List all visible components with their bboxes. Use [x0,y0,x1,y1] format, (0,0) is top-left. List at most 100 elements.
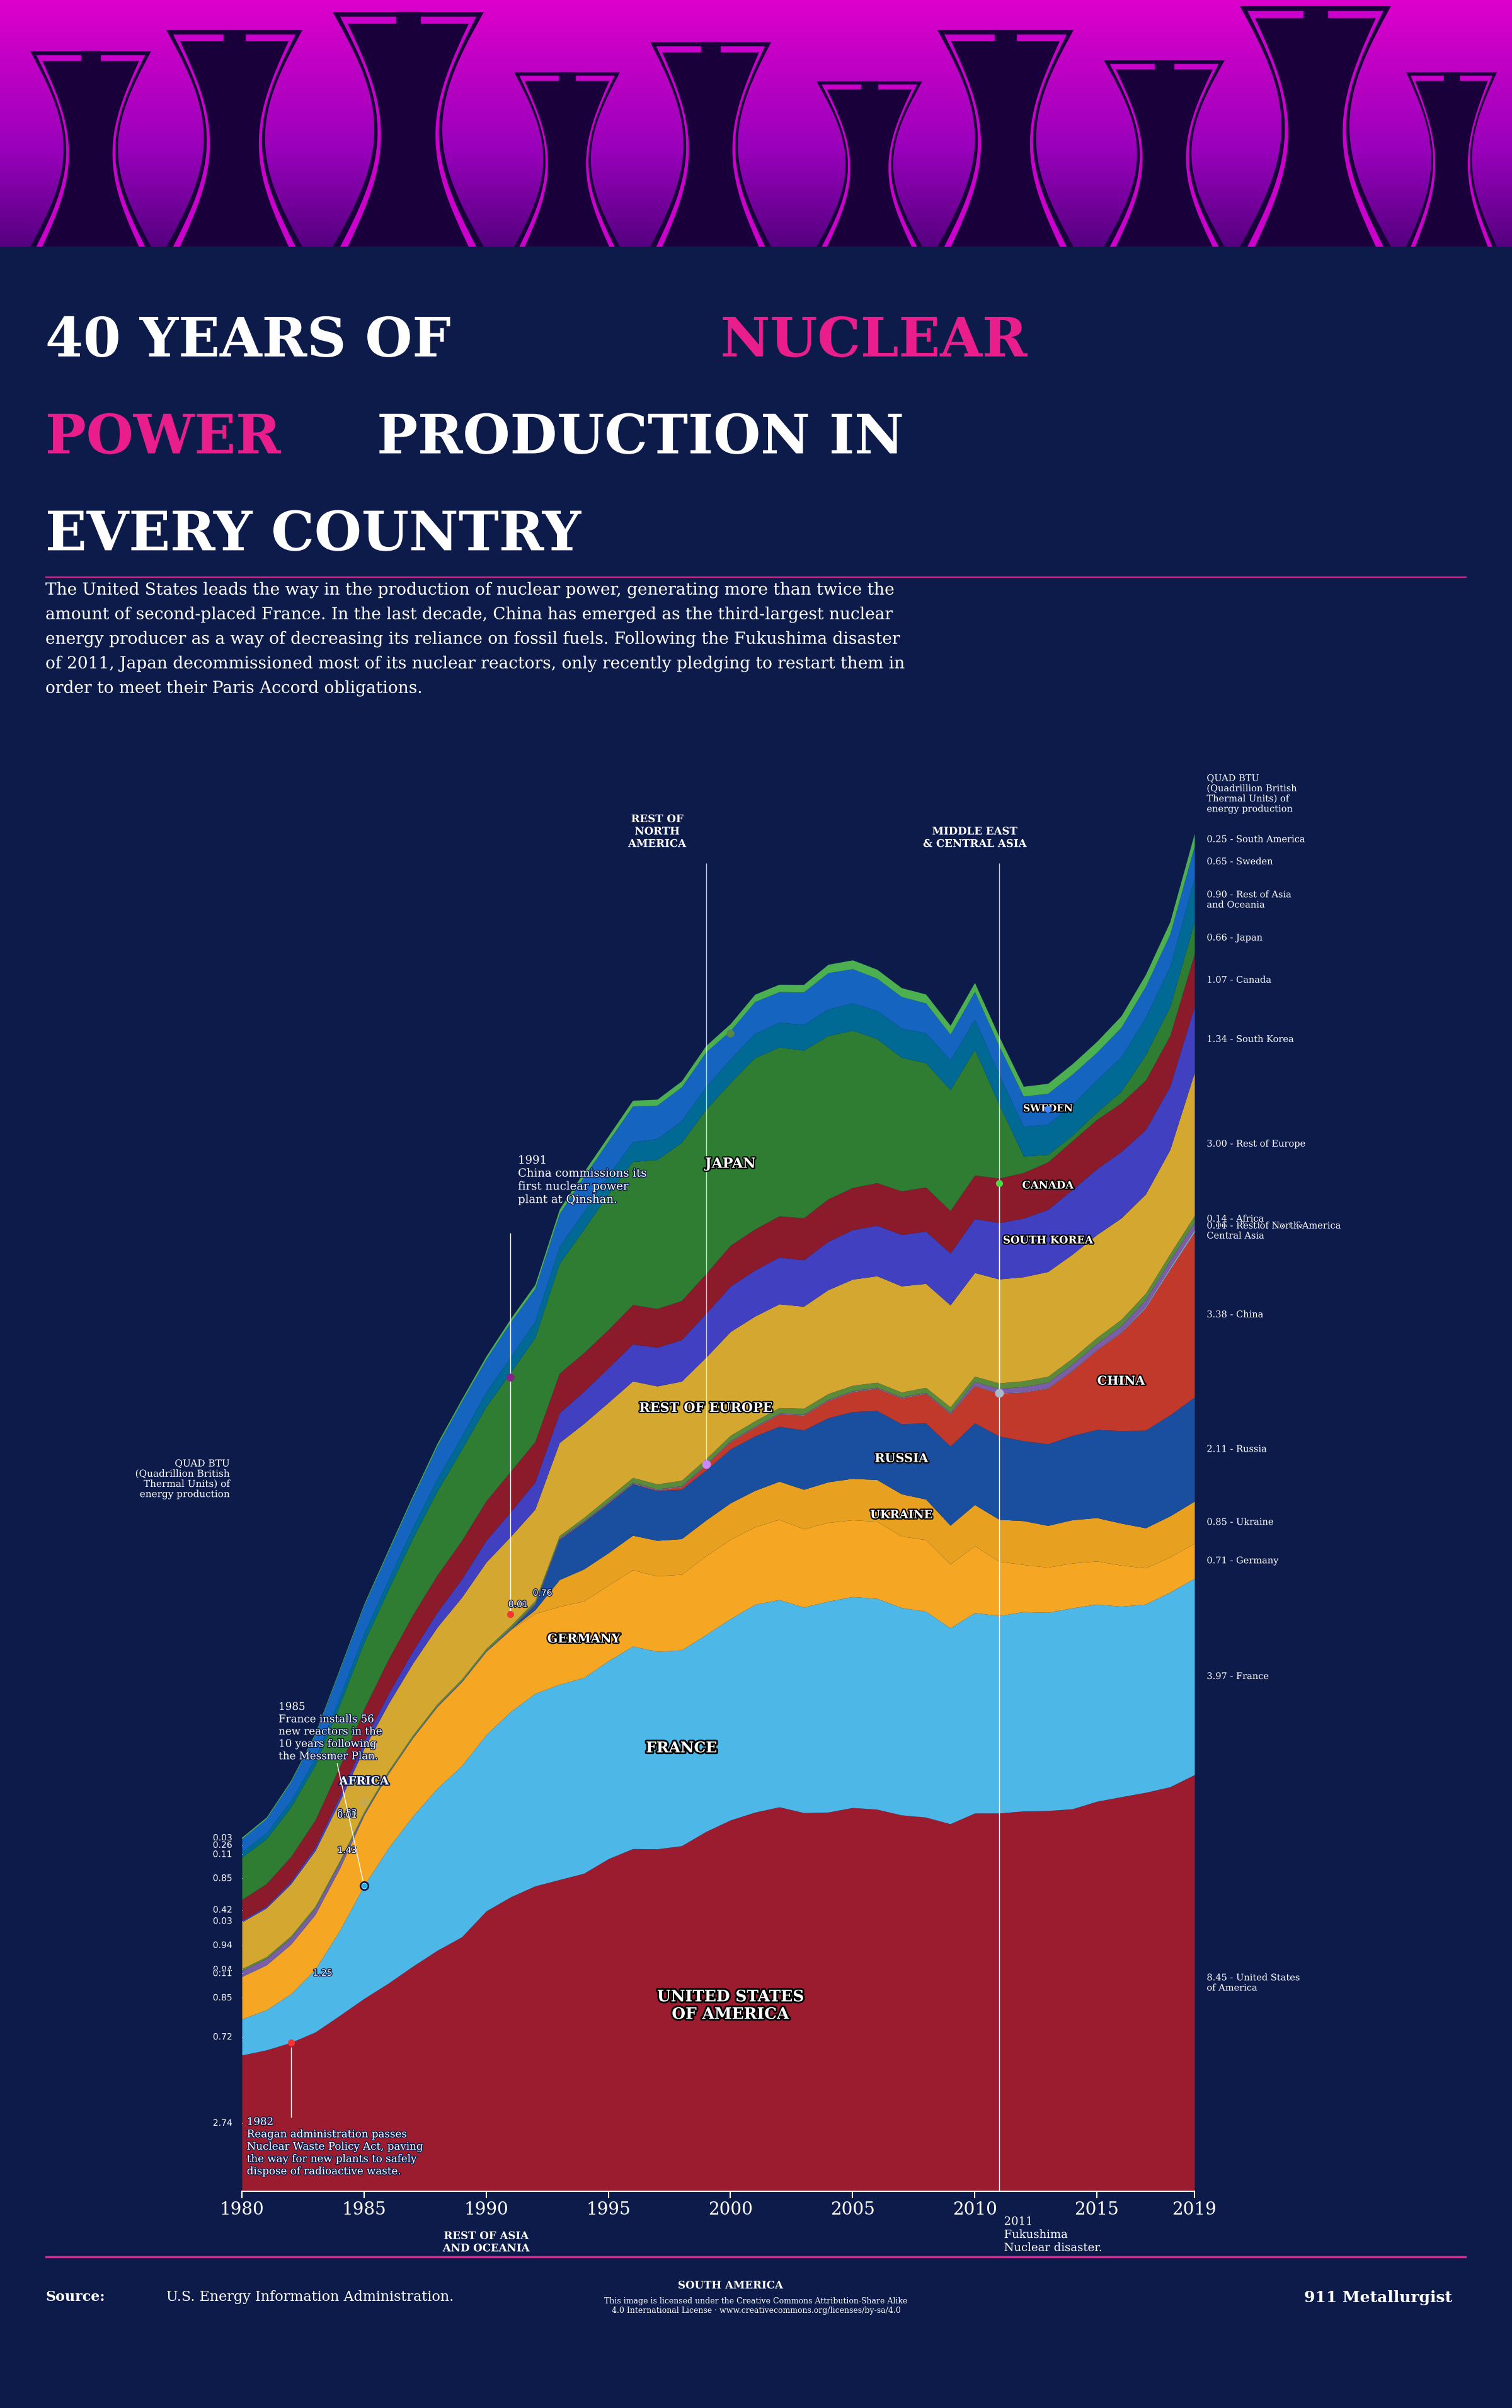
Text: 0.03: 0.03 [213,1917,233,1926]
Text: U.S. Energy Information Administration.: U.S. Energy Information Administration. [166,2290,454,2304]
Text: REST OF
NORTH
AMERICA: REST OF NORTH AMERICA [627,814,686,850]
Text: 2011
Fukushima
Nuclear disaster.: 2011 Fukushima Nuclear disaster. [1004,2215,1102,2254]
Text: 0.14 - Africa: 0.14 - Africa [1207,1214,1264,1223]
Text: FRANCE: FRANCE [646,1741,717,1755]
Polygon shape [1116,70,1213,246]
Text: 0.01: 0.01 [508,1599,528,1609]
Text: QUAD BTU
(Quadrillion British
Thermal Units) of
energy production: QUAD BTU (Quadrillion British Thermal Un… [1207,773,1297,814]
Text: RUSSIA: RUSSIA [874,1454,928,1464]
Polygon shape [1240,5,1391,246]
Text: 0.72: 0.72 [213,2032,233,2042]
Text: 0.42: 0.42 [213,1905,233,1914]
Polygon shape [1247,10,1383,246]
Text: 1.25: 1.25 [313,1970,333,1977]
Bar [0,246,1512,301]
Text: POWER: POWER [45,412,281,465]
Polygon shape [333,12,484,246]
Text: 1.34 - South Korea: 1.34 - South Korea [1207,1035,1294,1045]
Text: Source:: Source: [45,2290,104,2304]
Text: 0.11: 0.11 [213,1849,233,1859]
Polygon shape [951,41,1060,246]
Text: 1991
China commissions its
first nuclear power
plant at Qinshan.: 1991 China commissions its first nuclear… [519,1156,647,1206]
Bar [396,12,420,58]
Polygon shape [1255,17,1376,246]
Text: 0.01: 0.01 [337,1811,357,1820]
Text: 3.00 - Rest of Europe: 3.00 - Rest of Europe [1207,1139,1306,1149]
Bar [224,29,245,72]
Text: 0.65 - Sweden: 0.65 - Sweden [1207,857,1273,867]
Polygon shape [340,17,476,246]
Polygon shape [816,82,922,246]
Text: 0.94: 0.94 [213,1941,233,1950]
Text: 1982
Reagan administration passes
Nuclear Waste Policy Act, paving
the way for n: 1982 Reagan administration passes Nuclea… [246,2117,422,2177]
Text: 1.43: 1.43 [337,1847,357,1854]
Text: 0.90 - Rest of Asia
and Oceania: 0.90 - Rest of Asia and Oceania [1207,891,1291,910]
Polygon shape [1110,65,1219,246]
Text: 0.85 - Ukraine: 0.85 - Ukraine [1207,1517,1273,1527]
Text: 3.38 - China: 3.38 - China [1207,1310,1264,1320]
Text: 0.66 - Japan: 0.66 - Japan [1207,934,1263,942]
Text: 2.74: 2.74 [213,2119,233,2129]
Polygon shape [827,89,912,246]
Polygon shape [937,29,1074,246]
Bar [1444,72,1459,106]
Text: SWEDEN: SWEDEN [1024,1105,1072,1112]
Polygon shape [662,53,759,246]
Text: 0.04: 0.04 [213,1965,233,1975]
Bar [1155,60,1173,96]
Text: CHINA: CHINA [1098,1375,1145,1387]
Text: 0.85: 0.85 [213,1994,233,2003]
Polygon shape [650,41,771,246]
Text: JAPAN: JAPAN [705,1158,756,1170]
Polygon shape [823,84,916,246]
Polygon shape [180,41,289,246]
Text: 0.71 - Germany: 0.71 - Germany [1207,1556,1279,1565]
Text: 0.06 - Middle East &
Central Asia: 0.06 - Middle East & Central Asia [1207,1221,1303,1240]
Text: This image is licensed under the Creative Commons Attribution-Share Alike
4.0 In: This image is licensed under the Creativ… [605,2297,907,2314]
Polygon shape [1104,60,1225,246]
Text: UKRAINE: UKRAINE [871,1510,933,1522]
Polygon shape [1411,75,1492,246]
Polygon shape [656,46,765,246]
Text: 0.03: 0.03 [337,1808,357,1818]
Text: UNITED STATES
OF AMERICA: UNITED STATES OF AMERICA [658,1989,804,2023]
Polygon shape [945,34,1067,246]
Text: 0.25 - South America: 0.25 - South America [1207,836,1305,843]
Text: REST OF EUROPE: REST OF EUROPE [640,1401,773,1413]
Text: EVERY COUNTRY: EVERY COUNTRY [45,508,581,561]
Text: 0.11: 0.11 [213,1970,233,1977]
Polygon shape [520,75,614,246]
Text: 8.45 - United States
of America: 8.45 - United States of America [1207,1975,1300,1991]
Polygon shape [514,72,620,246]
Text: SOUTH KOREA: SOUTH KOREA [1002,1235,1093,1245]
Polygon shape [1415,82,1488,246]
Polygon shape [30,51,151,246]
Text: 1.07 - Canada: 1.07 - Canada [1207,975,1272,985]
Polygon shape [172,34,296,246]
Polygon shape [525,82,609,246]
Text: 3.97 - France: 3.97 - France [1207,1671,1269,1681]
Bar [558,72,576,106]
Polygon shape [1406,72,1497,246]
Text: REST OF ASIA
AND OCEANIA: REST OF ASIA AND OCEANIA [443,2230,529,2254]
Bar [1303,5,1328,53]
Polygon shape [166,29,302,246]
Text: 0.03: 0.03 [213,1832,233,1842]
Text: PRODUCTION IN: PRODUCTION IN [358,412,904,465]
Bar [995,29,1016,72]
Text: 0.26: 0.26 [213,1840,233,1849]
Text: NUCLEAR: NUCLEAR [720,315,1027,368]
Bar [82,51,100,89]
Text: 0.85: 0.85 [213,1873,233,1883]
Text: 2.11 - Russia: 2.11 - Russia [1207,1445,1267,1454]
Text: 911 Metallurgist: 911 Metallurgist [1305,2290,1453,2304]
Bar [702,41,720,82]
Text: MIDDLE EAST
& CENTRAL ASIA: MIDDLE EAST & CENTRAL ASIA [922,826,1027,850]
Text: SOUTH AMERICA: SOUTH AMERICA [677,2280,783,2290]
Polygon shape [42,60,139,246]
Text: GERMANY: GERMANY [547,1633,620,1645]
Text: 0.76: 0.76 [532,1589,552,1597]
Text: The United States leads the way in the production of nuclear power, generating m: The United States leads the way in the p… [45,583,904,696]
Bar [860,82,878,113]
Text: 0.11 - Rest of North America: 0.11 - Rest of North America [1207,1221,1341,1230]
